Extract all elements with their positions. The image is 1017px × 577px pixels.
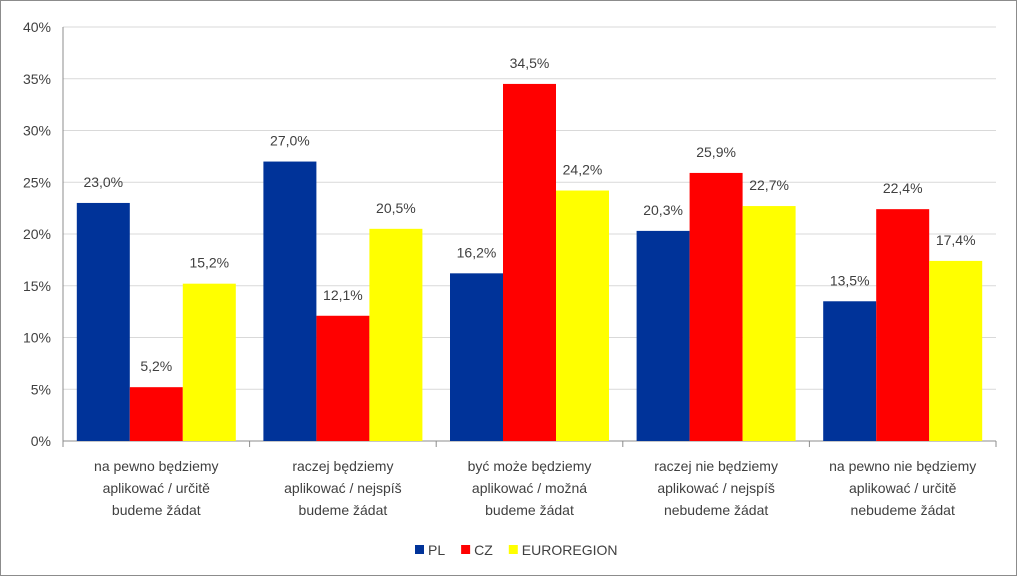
bar-pl bbox=[823, 301, 877, 441]
legend-label: PL bbox=[428, 542, 445, 558]
legend-label: EUROREGION bbox=[522, 542, 618, 558]
bar-cz bbox=[316, 315, 370, 441]
bar-pl bbox=[263, 161, 317, 442]
x-category-label: nebudeme žádat bbox=[664, 502, 768, 518]
y-tick-label: 30% bbox=[23, 123, 51, 139]
bar-pl bbox=[450, 273, 503, 441]
data-label: 24,2% bbox=[563, 162, 603, 178]
x-category-label: aplikować / nejspíš bbox=[284, 480, 402, 496]
bar-cz bbox=[503, 83, 556, 442]
bar-euroregion bbox=[369, 228, 423, 441]
legend-label: CZ bbox=[474, 542, 493, 558]
x-category-label: budeme žádat bbox=[299, 502, 388, 518]
legend-swatch-cz bbox=[461, 545, 471, 554]
data-label: 13,5% bbox=[830, 272, 870, 288]
data-label: 16,2% bbox=[457, 244, 497, 260]
y-tick-label: 5% bbox=[31, 381, 51, 397]
data-label: 22,7% bbox=[749, 177, 789, 193]
x-category-label: budeme žádat bbox=[485, 502, 574, 518]
y-tick-label: 20% bbox=[23, 226, 51, 242]
x-category-label: nebudeme žádat bbox=[851, 502, 955, 518]
bar-euroregion bbox=[182, 283, 236, 441]
x-category-label: aplikować / nejspíš bbox=[657, 480, 775, 496]
legend-swatch-pl bbox=[415, 545, 424, 554]
bar-cz bbox=[129, 387, 183, 441]
data-label: 20,3% bbox=[643, 202, 683, 218]
bar-euroregion bbox=[742, 206, 796, 441]
bar-euroregion bbox=[929, 260, 983, 441]
data-label: 17,4% bbox=[936, 232, 976, 248]
data-label: 27,0% bbox=[270, 133, 310, 149]
x-category-label: na pewno będziemy bbox=[94, 458, 219, 474]
legend-swatch-euroregion bbox=[508, 545, 518, 554]
x-category-label: budeme žádat bbox=[112, 502, 201, 518]
x-category-label: aplikować / možná bbox=[472, 480, 587, 496]
x-category-label: raczej nie będziemy bbox=[654, 458, 778, 474]
data-label: 12,1% bbox=[323, 287, 363, 303]
x-category-label: na pewno nie będziemy bbox=[829, 458, 976, 474]
data-label: 20,5% bbox=[376, 200, 416, 216]
data-label: 34,5% bbox=[510, 55, 550, 71]
bar-cz bbox=[876, 209, 930, 441]
data-label: 23,0% bbox=[83, 174, 123, 190]
bar-euroregion bbox=[556, 190, 609, 441]
y-tick-label: 0% bbox=[31, 433, 51, 449]
bar-pl bbox=[636, 230, 690, 441]
data-label: 25,9% bbox=[696, 144, 736, 160]
y-tick-label: 15% bbox=[23, 278, 51, 294]
x-category-label: aplikować / určitě bbox=[849, 480, 957, 496]
data-label: 22,4% bbox=[883, 180, 923, 196]
data-label: 5,2% bbox=[140, 358, 172, 374]
y-tick-label: 40% bbox=[23, 19, 51, 35]
x-category-label: aplikować / určitě bbox=[103, 480, 211, 496]
data-label: 15,2% bbox=[189, 255, 229, 271]
bar-cz bbox=[689, 172, 743, 441]
x-category-label: raczej będziemy bbox=[292, 458, 393, 474]
x-category-label: być może będziemy bbox=[468, 458, 592, 474]
y-tick-label: 10% bbox=[23, 330, 51, 346]
bar-pl bbox=[76, 202, 130, 441]
y-tick-label: 25% bbox=[23, 174, 51, 190]
y-tick-label: 35% bbox=[23, 71, 51, 87]
